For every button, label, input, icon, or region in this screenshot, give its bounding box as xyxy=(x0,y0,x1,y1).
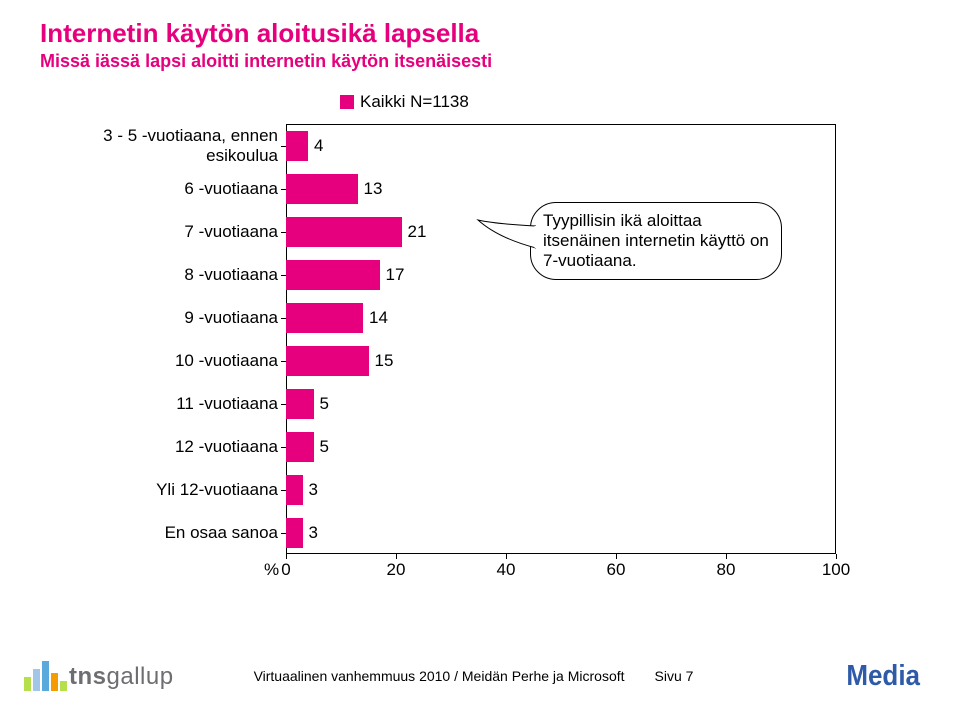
bar xyxy=(286,518,303,548)
logo-text-tns: tns xyxy=(69,663,107,690)
callout-line: Tyypillisin ikä aloittaa xyxy=(543,211,769,231)
bar xyxy=(286,475,303,505)
x-tick-label: 40 xyxy=(497,560,516,580)
value-label: 14 xyxy=(363,308,388,328)
logo-bar-icon xyxy=(51,673,58,691)
bar xyxy=(286,432,314,462)
category-label: 8 -vuotiaana xyxy=(50,265,286,285)
value-label: 3 xyxy=(303,480,318,500)
category-label: 11 -vuotiaana xyxy=(50,394,286,414)
bar xyxy=(286,260,380,290)
category-label: 6 -vuotiaana xyxy=(50,179,286,199)
logo-bar-icon xyxy=(42,661,49,691)
x-tick-label: 100 xyxy=(822,560,850,580)
bar-chart: 3 - 5 -vuotiaana, ennen esikoulua 4 6 -vuo… xyxy=(50,124,896,584)
value-label: 17 xyxy=(380,265,405,285)
page-subtitle: Missä iässä lapsi aloitti internetin käy… xyxy=(40,51,920,72)
callout: Tyypillisin ikä aloittaaitsenäinen inter… xyxy=(530,202,782,280)
x-tick-label: 0 xyxy=(281,560,290,580)
category-label: En osaa sanoa xyxy=(50,523,286,543)
logo-bar-icon xyxy=(60,681,67,691)
callout-line: 7-vuotiaana. xyxy=(543,251,769,271)
value-label: 3 xyxy=(303,523,318,543)
category-label: 9 -vuotiaana xyxy=(50,308,286,328)
logo-bar-icon xyxy=(33,669,40,691)
percent-label: % xyxy=(264,560,279,580)
tns-logo: tnsgallup xyxy=(24,661,174,691)
callout-line: itsenäinen internetin käyttö on xyxy=(543,231,769,251)
logo-text-gallup: gallup xyxy=(107,663,174,690)
value-label: 21 xyxy=(402,222,427,242)
legend-swatch xyxy=(340,95,354,109)
value-label: 13 xyxy=(358,179,383,199)
legend: Kaikki N=1138 xyxy=(340,92,920,114)
x-tick-label: 60 xyxy=(607,560,626,580)
page-title: Internetin käytön aloitusikä lapsella xyxy=(40,18,920,49)
bar xyxy=(286,303,363,333)
footer-source: Virtuaalinen vanhemmuus 2010 / Meidän Pe… xyxy=(254,668,625,684)
category-label: Yli 12-vuotiaana xyxy=(50,480,286,500)
bar xyxy=(286,217,402,247)
category-label: 3 - 5 -vuotiaana, ennen esikoulua xyxy=(50,126,286,166)
category-label: 10 -vuotiaana xyxy=(50,351,286,371)
footer: tnsgallup Virtuaalinen vanhemmuus 2010 /… xyxy=(0,660,960,691)
value-label: 5 xyxy=(314,394,329,414)
callout-tail-icon xyxy=(476,218,536,258)
bar xyxy=(286,346,369,376)
category-label: 7 -vuotiaana xyxy=(50,222,286,242)
value-label: 5 xyxy=(314,437,329,457)
bar xyxy=(286,389,314,419)
x-tick-label: 20 xyxy=(387,560,406,580)
bar xyxy=(286,174,358,204)
logo-bar-icon xyxy=(24,677,31,691)
footer-page: Sivu 7 xyxy=(655,668,694,684)
x-tick-label: 80 xyxy=(717,560,736,580)
value-label: 4 xyxy=(308,136,323,156)
value-label: 15 xyxy=(369,351,394,371)
legend-label: Kaikki N=1138 xyxy=(360,92,469,112)
footer-media: Media xyxy=(846,658,920,692)
bar xyxy=(286,131,308,161)
category-label: 12 -vuotiaana xyxy=(50,437,286,457)
